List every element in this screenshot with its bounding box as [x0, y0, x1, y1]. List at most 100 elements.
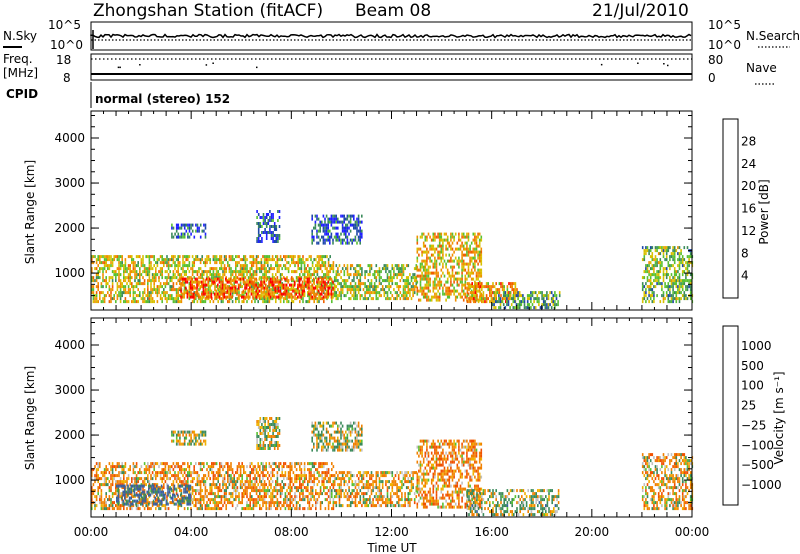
heatmap-cell: [435, 286, 438, 290]
heatmap-cell: [322, 226, 325, 230]
heatmap-cell: [330, 295, 333, 299]
heatmap-cell: [430, 253, 433, 257]
heatmap-cell: [143, 300, 146, 304]
heatmap-cell: [255, 480, 258, 484]
heatmap-cell: [276, 474, 279, 478]
heatmap-cell: [267, 297, 269, 301]
heatmap-cell: [196, 489, 199, 493]
heatmap-cell: [188, 474, 191, 478]
heatmap-cell: [323, 264, 325, 268]
heatmap-cell: [97, 258, 99, 262]
heatmap-cell: [281, 286, 283, 290]
heatmap-cell: [662, 297, 665, 301]
heatmap-cell: [108, 471, 111, 475]
heatmap-cell: [191, 267, 194, 271]
heatmap-cell: [468, 297, 470, 301]
heatmap-cell: [661, 285, 663, 289]
heatmap-cell: [246, 492, 248, 496]
heatmap-cell: [424, 262, 427, 266]
heatmap-cell: [181, 280, 184, 284]
heatmap-cell: [686, 273, 689, 277]
heatmap-cell: [394, 264, 397, 268]
heatmap-cell: [458, 292, 460, 296]
heatmap-cell: [501, 285, 504, 289]
heatmap-cell: [270, 498, 272, 502]
heatmap-cell: [206, 261, 208, 265]
heatmap-cell: [151, 255, 154, 259]
heatmap-cell: [209, 492, 211, 496]
heatmap-cell: [445, 286, 447, 290]
heatmap-cell: [121, 261, 123, 265]
nave-dip: [119, 66, 121, 69]
heatmap-cell: [243, 465, 245, 469]
heatmap-cell: [236, 276, 239, 280]
heatmap-cell: [309, 292, 312, 296]
heatmap-cell: [103, 258, 106, 262]
heatmap-cell: [221, 280, 224, 284]
heatmap-cell: [458, 247, 460, 251]
heatmap-cell: [683, 297, 686, 301]
heatmap-cell: [110, 486, 112, 490]
heatmap-cell: [361, 220, 363, 224]
heatmap-cell: [489, 288, 491, 292]
heatmap-cell: [195, 504, 197, 508]
heatmap-cell: [348, 214, 350, 218]
heatmap-cell: [247, 295, 249, 299]
heatmap-cell: [547, 297, 550, 301]
heatmap-cell: [251, 468, 253, 472]
heatmap-cell: [254, 261, 256, 265]
heatmap-cell: [462, 265, 465, 269]
heatmap-cell: [461, 244, 463, 248]
heatmap-cell: [478, 253, 481, 257]
heatmap-cell: [97, 255, 99, 259]
heatmap-cell: [324, 264, 327, 268]
heatmap-cell: [383, 267, 386, 271]
heatmap-cell: [121, 255, 123, 259]
heatmap-cell: [140, 273, 143, 277]
heatmap-cell: [475, 271, 478, 275]
heatmap-cell: [298, 289, 301, 293]
heatmap-cell: [502, 303, 505, 307]
heatmap-cell: [518, 300, 521, 304]
heatmap-cell: [370, 282, 373, 286]
heatmap-cell: [100, 498, 103, 502]
heatmap-cell: [217, 292, 219, 296]
heatmap-cell: [150, 507, 152, 511]
heatmap-cell: [91, 492, 93, 496]
heatmap-region-6: [171, 223, 207, 239]
heatmap-cell: [201, 300, 203, 304]
heatmap-cell: [426, 253, 428, 257]
heatmap-cell: [429, 283, 431, 287]
heatmap-cell: [327, 292, 329, 296]
heatmap-cell: [474, 262, 476, 266]
heatmap-cell: [147, 504, 149, 508]
heatmap-cell: [124, 267, 127, 271]
heatmap-cell: [464, 253, 467, 257]
heatmap-cell: [134, 270, 136, 274]
heatmap-cell: [262, 213, 265, 216]
heatmap-cell: [270, 216, 273, 219]
heatmap-cell: [359, 238, 361, 242]
heatmap-cell: [265, 501, 267, 505]
heatmap-cell: [477, 253, 479, 257]
heatmap-cell: [91, 468, 93, 472]
heatmap-cell: [653, 273, 655, 277]
heatmap-cell: [330, 214, 333, 218]
heatmap-cell: [209, 465, 211, 469]
heatmap-cell: [469, 297, 472, 301]
heatmap-cell: [99, 477, 101, 481]
heatmap-cell: [260, 462, 263, 466]
heatmap-cell: [263, 273, 266, 277]
heatmap-cell: [105, 471, 107, 475]
heatmap-cell: [199, 295, 201, 299]
heatmap-cell: [516, 291, 518, 295]
heatmap-cell: [405, 291, 408, 295]
heatmap-cell: [129, 294, 131, 298]
heatmap-cell: [272, 231, 274, 234]
heatmap-cell: [453, 235, 455, 239]
heatmap-cell: [238, 477, 240, 481]
heatmap-cell: [123, 474, 125, 478]
heatmap-cell: [276, 258, 279, 262]
heatmap-cell: [191, 280, 193, 284]
heatmap-cell: [222, 483, 224, 487]
